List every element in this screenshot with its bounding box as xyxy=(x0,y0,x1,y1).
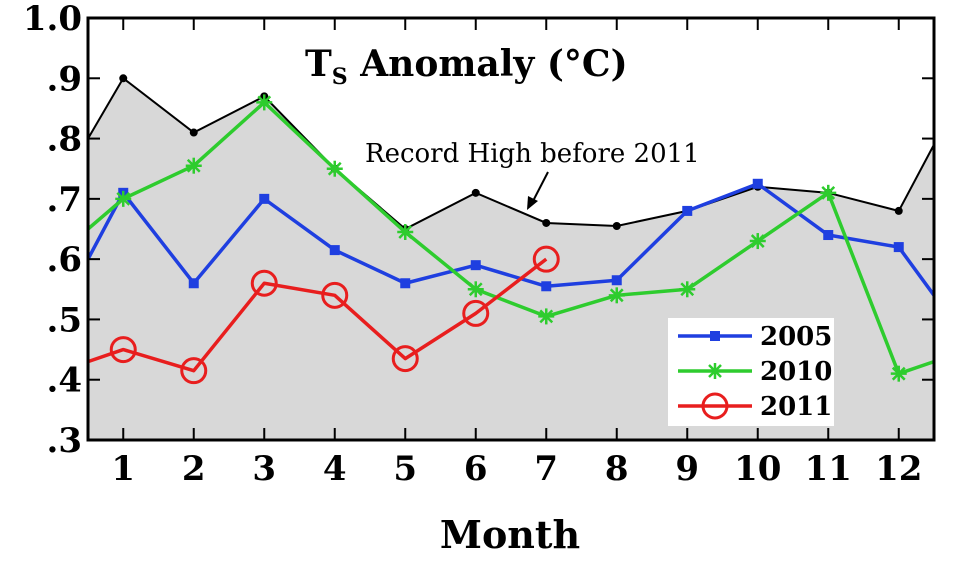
record-high-point xyxy=(471,188,480,197)
data-point-2005 xyxy=(541,281,552,292)
data-point-2005 xyxy=(259,193,270,204)
data-point-2010 xyxy=(256,94,273,111)
series-2011 xyxy=(87,245,560,385)
data-point-2011 xyxy=(532,245,560,273)
x-axis-label: Month xyxy=(440,512,580,557)
y-tick-label: .5 xyxy=(47,300,83,340)
star-stroke xyxy=(821,185,836,200)
series-layer xyxy=(86,94,936,385)
series-2010 xyxy=(86,94,935,382)
series-line-2005 xyxy=(86,182,936,297)
data-point-2005 xyxy=(188,278,199,289)
x-tick-label: 5 xyxy=(393,449,417,489)
record-high-point xyxy=(189,128,198,137)
x-tick-label: 10 xyxy=(734,449,781,489)
legend-marker xyxy=(707,363,723,379)
legend-marker xyxy=(710,331,720,341)
star-stroke xyxy=(539,309,554,324)
x-tick-label: 2 xyxy=(182,449,206,489)
record-high-point xyxy=(542,218,551,227)
legend-item-2005: 2005 xyxy=(678,322,832,352)
legend-marker xyxy=(701,392,729,420)
data-point-2011 xyxy=(180,357,208,385)
record-high-point xyxy=(612,221,621,230)
y-tick-label: .8 xyxy=(47,120,83,160)
data-point-2005 xyxy=(823,230,834,241)
record-high-annotation: Record High before 2011 xyxy=(365,139,700,169)
legend-item-2010: 2010 xyxy=(678,357,832,387)
star-stroke xyxy=(750,234,765,248)
data-point-2010 xyxy=(820,184,837,201)
data-point-2010 xyxy=(538,308,555,325)
data-point-2010 xyxy=(679,281,696,298)
data-point-2010 xyxy=(467,281,484,298)
x-tick-label: 6 xyxy=(464,449,488,489)
chart-title-rest: Anomaly (°C) xyxy=(348,43,628,85)
y-tick-label: 1.0 xyxy=(23,0,82,39)
y-tick-label: .9 xyxy=(47,59,83,99)
chart-title: TS Anomaly (°C) xyxy=(305,43,628,90)
data-point-2011 xyxy=(321,281,349,309)
x-tick-label: 7 xyxy=(534,449,558,489)
star-stroke xyxy=(468,282,483,297)
x-tick-label: 8 xyxy=(605,449,629,489)
star-stroke xyxy=(680,282,695,297)
star-stroke xyxy=(398,225,413,239)
record-high-point xyxy=(894,206,903,215)
star-stroke xyxy=(327,161,342,176)
legend-label: 2011 xyxy=(760,392,832,422)
y-tick-label: .4 xyxy=(47,361,83,401)
annotation-arrowhead xyxy=(527,196,538,210)
series-line-2010 xyxy=(86,100,935,376)
plot-frame xyxy=(86,16,936,442)
data-point-2010 xyxy=(608,287,625,304)
data-point-2005 xyxy=(400,278,411,289)
data-point-2010 xyxy=(890,365,907,382)
y-tick-label: .3 xyxy=(47,421,83,461)
star-stroke xyxy=(708,364,722,378)
legend: 2005 2010 2011 xyxy=(668,318,834,426)
annotation-arrow-line xyxy=(531,171,549,204)
data-point-2005 xyxy=(752,178,763,189)
data-point-2011 xyxy=(250,269,278,297)
star-stroke xyxy=(891,366,906,381)
data-point-2005 xyxy=(682,205,693,216)
x-tick-label: 4 xyxy=(323,449,347,489)
x-tick-label: 12 xyxy=(875,449,922,489)
tick-layer: .3.4.5.6.7.8.91.01 2 3 4 5 6 7 8 9 10 11 12 xyxy=(23,0,934,489)
x-tick-label: 11 xyxy=(805,449,852,489)
x-tick-label: 9 xyxy=(675,449,699,489)
data-point-2011 xyxy=(109,336,137,364)
x-tick-label: 3 xyxy=(252,449,276,489)
data-point-2010 xyxy=(397,224,414,241)
data-point-2005 xyxy=(611,275,622,286)
data-point-2005 xyxy=(329,245,340,256)
data-point-2010 xyxy=(749,233,766,250)
data-point-2010 xyxy=(185,157,202,174)
data-point-2011 xyxy=(462,299,490,327)
data-point-2005 xyxy=(470,260,481,271)
data-point-2010 xyxy=(326,160,343,177)
chart-title-main: T xyxy=(305,43,332,85)
chart-title-subscript: S xyxy=(332,64,348,90)
data-point-2011 xyxy=(391,345,419,373)
star-stroke xyxy=(116,191,131,206)
star-stroke xyxy=(257,95,272,110)
legend-label: 2005 xyxy=(760,322,832,352)
data-point-2005 xyxy=(893,242,904,253)
legend-item-2011: 2011 xyxy=(678,392,832,422)
data-point-2010 xyxy=(115,190,132,207)
record-high-line xyxy=(87,76,935,231)
record-high-point xyxy=(119,74,128,83)
y-tick-label: .6 xyxy=(47,240,83,280)
x-tick-label: 1 xyxy=(111,449,135,489)
star-stroke xyxy=(186,158,201,173)
star-stroke xyxy=(609,288,624,303)
legend-label: 2010 xyxy=(760,357,832,387)
y-tick-label: .7 xyxy=(47,180,83,220)
